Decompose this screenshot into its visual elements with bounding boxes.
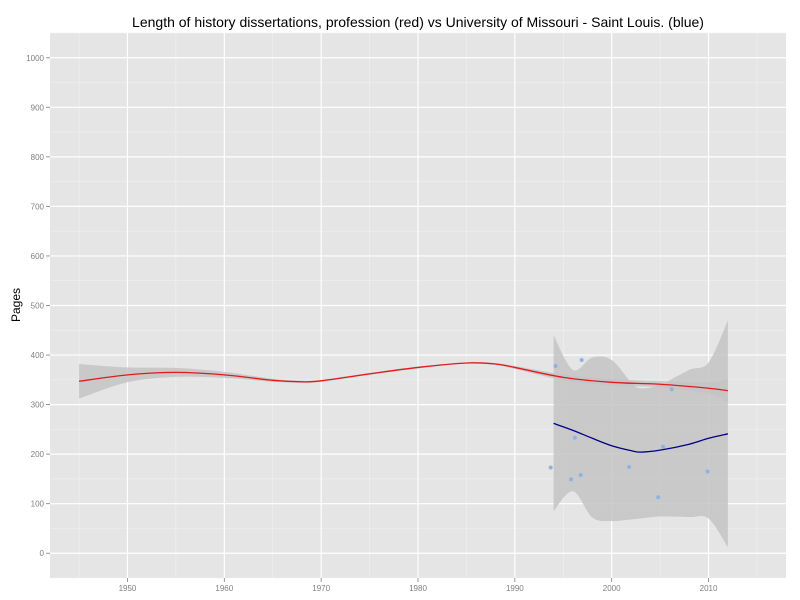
confidence-band-1: [553, 320, 728, 548]
scatter-point: [627, 465, 632, 470]
y-tick-label: 300: [31, 401, 45, 410]
y-tick-label: 900: [31, 103, 45, 112]
y-tick-label: 800: [31, 153, 45, 162]
series-line-1: [553, 422, 729, 453]
confidence-bands: [79, 320, 728, 548]
y-tick-label: 100: [31, 500, 45, 509]
scatter-points: [548, 358, 710, 500]
y-tick-label: 200: [31, 450, 45, 459]
y-tick-label: 600: [31, 252, 45, 261]
scatter-point: [572, 435, 577, 440]
scatter-point: [579, 358, 584, 362]
scatter-point: [705, 469, 710, 474]
y-tick-label: 0: [40, 549, 45, 558]
y-tick-label: 400: [31, 351, 45, 360]
scatter-point: [661, 444, 666, 449]
scatter-point: [656, 495, 661, 500]
x-tick-label: 1990: [506, 584, 524, 593]
y-tick-label: 700: [31, 202, 45, 211]
series-lines: [78, 362, 729, 453]
x-tick-label: 1970: [312, 584, 330, 593]
scatter-point: [669, 387, 674, 392]
x-tick-label: 2010: [700, 584, 718, 593]
y-tick-label: 500: [31, 302, 45, 311]
scatter-point: [548, 465, 553, 470]
x-tick-label: 1950: [119, 584, 137, 593]
y-tick-label: 1000: [26, 54, 44, 63]
scatter-point: [578, 472, 583, 477]
chart-title: Length of history dissertations, profess…: [132, 14, 704, 30]
scatter-point: [569, 477, 574, 482]
x-tick-label: 1960: [215, 584, 233, 593]
x-tick-label: 2000: [603, 584, 621, 593]
scatter-point: [553, 363, 558, 368]
axis-ticks: 1950 1960 1970 1980 1990 2000 2010 0 100 200 300 40…: [26, 54, 718, 593]
x-tick-label: 1980: [409, 584, 427, 593]
series-line-0: [78, 362, 728, 392]
